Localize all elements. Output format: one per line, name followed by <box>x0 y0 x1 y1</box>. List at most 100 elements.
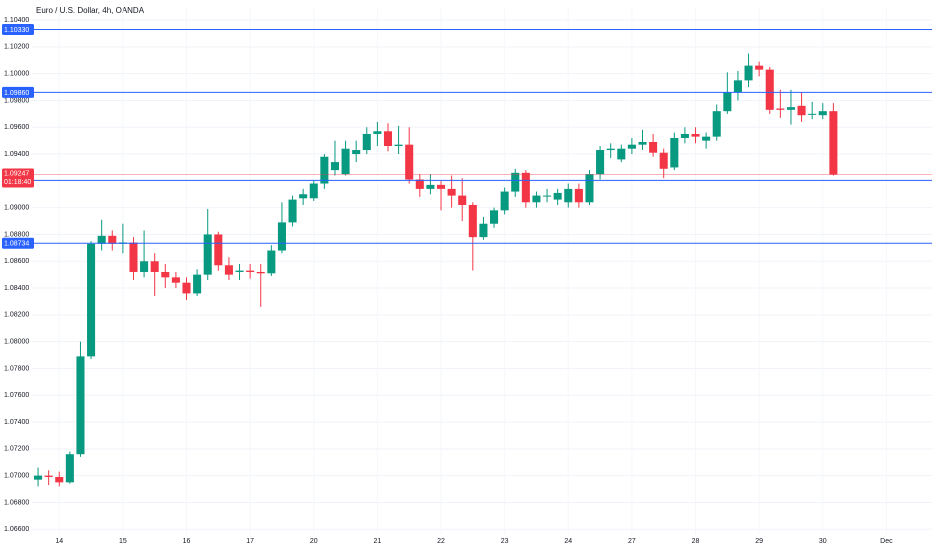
x-tick-label: 24 <box>564 538 572 545</box>
y-tick-label: 1.08600 <box>4 258 29 265</box>
candle-body <box>405 144 414 180</box>
candle-body <box>808 113 817 115</box>
candle-body <box>394 144 403 147</box>
candle-body <box>140 261 149 272</box>
candle-body <box>182 282 191 294</box>
candle-body <box>235 270 244 272</box>
candle-body <box>299 194 308 199</box>
candle-body <box>755 65 764 70</box>
y-tick-label: 1.06800 <box>4 499 29 506</box>
y-tick-label: 1.10000 <box>4 71 29 78</box>
candle-body <box>776 108 785 110</box>
x-tick-label: 29 <box>755 538 763 545</box>
candle-body <box>744 65 753 81</box>
y-tick-label: 1.07400 <box>4 419 29 426</box>
candle-body <box>415 179 424 189</box>
candle-body <box>680 133 689 138</box>
y-tick-label: 1.09400 <box>4 151 29 158</box>
candle-body <box>627 144 636 149</box>
y-tick-label: 1.07600 <box>4 392 29 399</box>
last-price-label: 1.09247 <box>4 170 29 177</box>
candle-body <box>797 105 806 116</box>
level-label: 1.10330 <box>4 27 29 34</box>
candle-body <box>553 192 562 200</box>
x-tick-label: 28 <box>692 538 700 545</box>
y-tick-label: 1.08800 <box>4 231 29 238</box>
candle-body <box>818 111 827 116</box>
y-tick-label: 1.07200 <box>4 446 29 453</box>
x-tick-label: 20 <box>310 538 318 545</box>
candle-body <box>150 261 159 272</box>
x-tick-label: 14 <box>55 538 63 545</box>
x-tick-label: 16 <box>183 538 191 545</box>
x-tick-label: 22 <box>437 538 445 545</box>
candle-body <box>288 199 297 223</box>
y-tick-label: 1.09800 <box>4 97 29 104</box>
candle-body <box>468 204 477 238</box>
x-tick-label: 21 <box>373 538 381 545</box>
candle-body <box>55 476 64 483</box>
candle-body <box>277 222 286 251</box>
candle-body <box>193 274 202 294</box>
level-label-box <box>2 86 34 98</box>
candle-body <box>352 150 361 155</box>
chart-title: Euro / U.S. Dollar, 4h, OANDA <box>36 6 145 15</box>
candle-body <box>309 183 318 199</box>
candle-body <box>246 270 255 272</box>
candle-body <box>712 111 721 137</box>
candle-body <box>829 111 838 175</box>
y-tick-label: 1.06600 <box>4 526 29 533</box>
y-tick-label: 1.09600 <box>4 124 29 131</box>
candle-body <box>543 195 552 197</box>
level-label-box <box>2 237 34 249</box>
candle-body <box>649 141 658 153</box>
y-tick-label: 1.08000 <box>4 338 29 345</box>
candle-body <box>691 133 700 137</box>
y-tick-label: 1.07000 <box>4 472 29 479</box>
y-tick-label: 1.08400 <box>4 285 29 292</box>
x-tick-label: 23 <box>501 538 509 545</box>
y-tick-label: 1.10400 <box>4 17 29 24</box>
candle-body <box>373 131 382 134</box>
candle-body <box>490 210 499 224</box>
level-label: 1.08734 <box>4 241 29 248</box>
candle-body <box>723 92 732 112</box>
x-tick-label: 15 <box>119 538 127 545</box>
candle-body <box>362 133 371 151</box>
candle-body <box>256 271 265 274</box>
last-price-box <box>2 168 34 188</box>
candle-body <box>511 172 520 192</box>
level-label: 1.09860 <box>4 90 29 97</box>
candle-body <box>330 162 339 171</box>
x-tick-label: 30 <box>819 538 827 545</box>
candle-body <box>214 234 223 266</box>
candle-body <box>574 188 583 203</box>
candle-body <box>76 356 85 455</box>
candle-body <box>320 156 329 184</box>
y-tick-label: 1.07800 <box>4 365 29 372</box>
y-tick-label: 1.10200 <box>4 44 29 51</box>
candle-body <box>171 277 180 283</box>
candle-body <box>670 137 679 168</box>
candle-body <box>129 242 138 272</box>
candle-body <box>585 174 594 203</box>
candle-body <box>383 131 393 147</box>
candle-body <box>447 188 456 196</box>
x-tick-label: Dec <box>880 538 893 545</box>
candle-body <box>224 265 233 275</box>
x-tick-label: 27 <box>628 538 636 545</box>
candle-body <box>765 69 774 110</box>
candle-body <box>479 223 488 238</box>
candle-body <box>564 188 573 203</box>
candle-body <box>341 148 350 175</box>
candle-body <box>65 454 74 483</box>
candle-body <box>521 172 530 203</box>
candle-body <box>659 152 668 169</box>
candle-body <box>596 150 605 175</box>
x-tick-label: 17 <box>246 538 254 545</box>
candle-body <box>458 195 467 205</box>
candle-body <box>44 475 53 477</box>
